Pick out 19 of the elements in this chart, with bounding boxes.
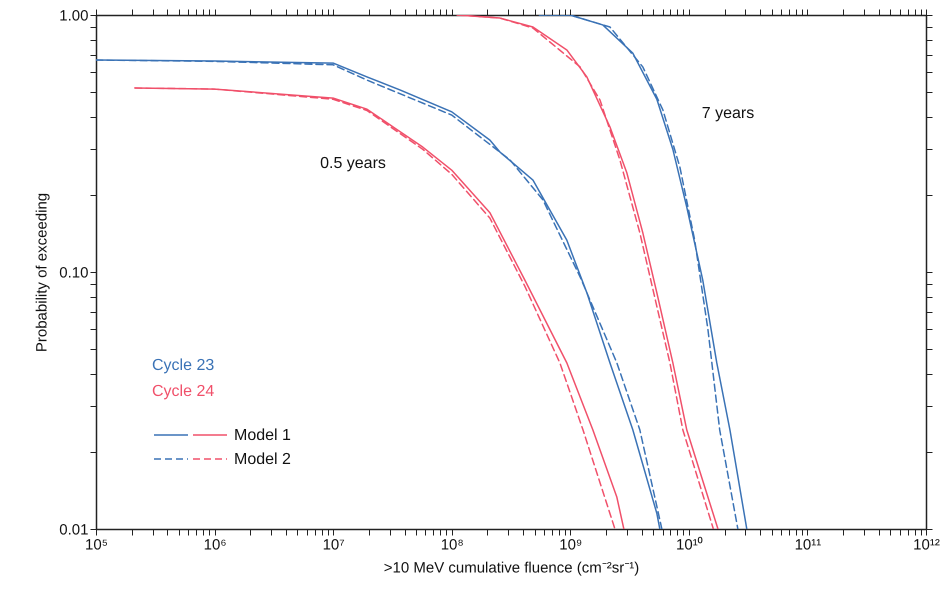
x-tick-label: 10⁹	[559, 536, 582, 554]
x-axis-title: >10 MeV cumulative fluence (cm⁻²sr⁻¹)	[384, 560, 640, 576]
x-tick-label: 10⁸	[440, 536, 464, 554]
annotation: Model 2	[234, 451, 292, 468]
y-axis-title: Probability of exceeding	[33, 192, 50, 352]
annotation: Cycle 23	[152, 357, 214, 374]
x-tick-label: 10¹²	[913, 536, 940, 554]
annotation: 0.5 years	[320, 155, 386, 172]
x-tick-label: 10⁵	[85, 536, 108, 554]
y-tick-label: 0.10	[59, 264, 88, 282]
x-tick-label: 10¹¹	[794, 536, 822, 554]
annotation: 7 years	[702, 105, 754, 122]
x-tick-label: 10⁶	[204, 536, 226, 554]
x-tick-label: 10¹⁰	[676, 536, 703, 554]
annotation: Model 1	[234, 427, 292, 444]
x-tick-label: 10⁷	[322, 536, 345, 554]
y-tick-label: 0.01	[59, 522, 88, 538]
annotation: Cycle 24	[152, 383, 214, 400]
y-tick-label: 1.00	[59, 8, 88, 24]
